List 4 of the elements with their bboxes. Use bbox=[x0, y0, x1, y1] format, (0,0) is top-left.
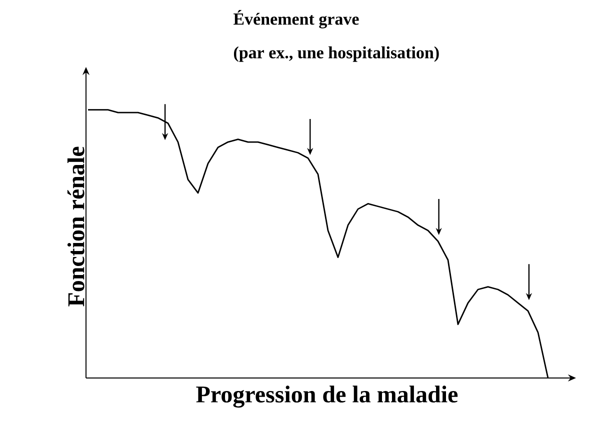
x-axis-title: Progression de la maladie bbox=[196, 386, 458, 408]
text: Événement grave bbox=[234, 10, 359, 28]
text: (par ex., une hospitalisation) bbox=[234, 46, 439, 62]
y-axis-title: Fonction rénale bbox=[67, 146, 84, 306]
